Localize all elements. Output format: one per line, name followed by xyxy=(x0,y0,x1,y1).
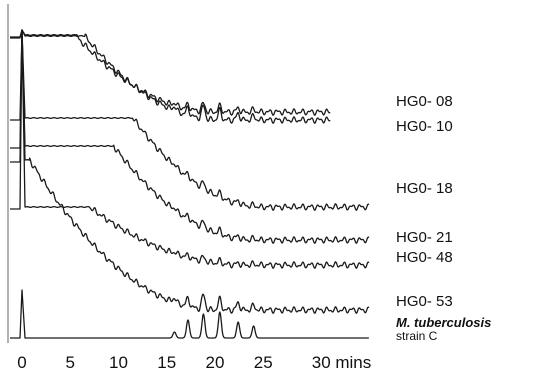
x-tick-labels: 0 5 10 15 20 25 30 mins xyxy=(17,353,371,372)
x-tick-label: 5 xyxy=(66,353,75,372)
trace-hg0-10 xyxy=(10,29,331,124)
series-label-m-tuberculosis: M. tuberculosis xyxy=(396,315,491,330)
trace-hg0-21 xyxy=(10,29,370,244)
x-tick-label: 0 xyxy=(17,353,26,372)
series-label-hg0-08: HG0- 08 xyxy=(396,93,453,110)
series-label-hg0-10: HG0- 10 xyxy=(396,118,453,135)
x-tick-label: 20 xyxy=(206,353,225,372)
trace-m-tuberculosis xyxy=(10,289,370,339)
trace-hg0-08 xyxy=(10,29,331,116)
x-tick-label: 10 xyxy=(109,353,128,372)
trace-hg0-18 xyxy=(10,29,370,211)
trace-hg0-53 xyxy=(10,29,370,314)
x-tick-label: 30 mins xyxy=(312,353,372,372)
traces-group xyxy=(10,29,370,339)
trace-hg0-48 xyxy=(10,29,370,269)
series-sublabel-strain-c: strain C xyxy=(396,329,438,343)
series-label-hg0-18: HG0- 18 xyxy=(396,180,453,197)
series-label-hg0-53: HG0- 53 xyxy=(396,293,453,310)
series-label-hg0-48: HG0- 48 xyxy=(396,249,453,266)
series-label-hg0-21: HG0- 21 xyxy=(396,229,453,246)
x-tick-label: 25 xyxy=(254,353,273,372)
x-tick-label: 15 xyxy=(157,353,176,372)
